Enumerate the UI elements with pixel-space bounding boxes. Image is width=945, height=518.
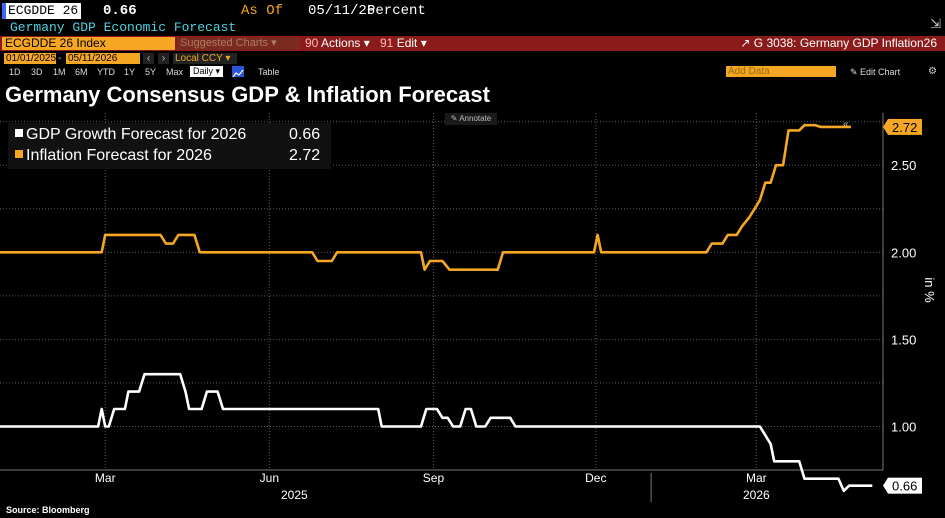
frequency-select[interactable]: Daily ▾: [190, 66, 224, 77]
x-year-label: 2026: [743, 488, 770, 502]
start-date-input[interactable]: 01/01/2025: [4, 53, 57, 64]
collapse-icon[interactable]: ⇲: [930, 16, 941, 31]
external-link-icon[interactable]: ↗: [740, 36, 751, 50]
edit-chart-label: Edit Chart: [860, 67, 901, 77]
prev-period-button[interactable]: ‹: [143, 53, 154, 64]
period-max[interactable]: Max: [166, 67, 184, 77]
chart-id-label: G 3038: Germany GDP Inflation26: [753, 36, 937, 50]
period-3d[interactable]: 3D: [31, 67, 43, 77]
value-tags: 0.66 2.72: [883, 118, 922, 494]
legend-swatch-inflation: [15, 150, 23, 158]
end-date-input[interactable]: 05/11/2026: [66, 53, 140, 64]
gear-icon[interactable]: ⚙: [928, 66, 937, 77]
y-axis-label: in %: [922, 277, 937, 303]
ticker-field[interactable]: ECGDDE 26: [2, 3, 82, 19]
add-data-input[interactable]: Add Data: [726, 66, 836, 77]
source-note: Source: Bloomberg: [6, 505, 90, 515]
x-tick-label: Dec: [585, 471, 606, 485]
legend: GDP Growth Forecast for 2026 0.66 Inflati…: [8, 123, 331, 169]
chart-title-link[interactable]: ↗ G 3038: Germany GDP Inflation26: [740, 37, 937, 50]
x-tick-label: Mar: [95, 471, 116, 485]
period-1d[interactable]: 1D: [9, 67, 21, 77]
period-6m[interactable]: 6M: [75, 67, 88, 77]
collapse-left-icon[interactable]: «: [843, 119, 849, 130]
legend-item-inflation[interactable]: Inflation Forecast for 2026 2.72: [15, 146, 320, 166]
table-button[interactable]: Table: [258, 67, 280, 77]
edit-label: Edit: [396, 36, 418, 50]
currency-select[interactable]: Local CCY ▾: [173, 53, 237, 64]
annotate-label: Annotate: [459, 114, 492, 123]
x-tick-label: Jun: [260, 471, 279, 485]
y-tick-label: 1.00: [891, 419, 916, 434]
as-of-date: 05/11/26: [308, 3, 376, 19]
date-range-separator: -: [58, 53, 62, 64]
inflation-series-line: [0, 123, 851, 272]
line-chart-icon-glyph: [232, 69, 244, 78]
y-tick-label: 2.50: [891, 158, 916, 173]
security-description: Germany GDP Economic Forecast: [10, 20, 237, 35]
last-value-tag-pointer-inflation: [883, 118, 888, 135]
last-value-tag-gdp: [888, 477, 922, 494]
legend-value-inflation: 2.72: [289, 147, 321, 164]
period-5y[interactable]: 5Y: [145, 67, 157, 77]
date-range-bar: 01/01/2025 - 05/11/2026 ‹ › Local CCY ▾ …: [0, 53, 945, 77]
last-value-tag-text-gdp: 0.66: [892, 479, 917, 494]
last-value-tag-inflation: [888, 118, 922, 135]
last-value-tag-pointer-gdp: [883, 477, 888, 494]
series-lines: [0, 123, 873, 493]
legend-label-inflation: Inflation Forecast for 2026: [26, 147, 212, 164]
y-tick-label: 1.50: [891, 332, 916, 347]
edit-button[interactable]: 91 Edit ▾: [380, 36, 427, 50]
edit-chart-button[interactable]: ✎ Edit Chart: [850, 67, 901, 77]
line-chart-icon[interactable]: [232, 66, 244, 78]
legend-swatch-gdp: [15, 129, 23, 137]
as-of-label: As Of: [241, 3, 284, 19]
chart-toolbar: ECGDDE 26 Index Suggested Charts ▾ 90 Ac…: [0, 36, 945, 51]
edit-number: 91: [380, 36, 394, 50]
currency-label: Local CCY: [175, 53, 223, 64]
annotate-button[interactable]: ✎ Annotate: [445, 113, 497, 125]
x-year-label: 2025: [281, 488, 308, 502]
y-tick-label: 2.00: [891, 245, 916, 260]
period-1y[interactable]: 1Y: [124, 67, 136, 77]
period-bar: 1D 3D 1M 6M YTD 1Y 5Y Max Daily ▾ Table …: [0, 66, 945, 130]
next-period-button[interactable]: ›: [158, 53, 169, 64]
legend-item-gdp[interactable]: GDP Growth Forecast for 2026 0.66: [15, 125, 320, 145]
actions-label: Actions: [321, 36, 361, 50]
chart-title: Germany Consensus GDP & Inflation Foreca…: [5, 82, 490, 107]
unit-label: Percent: [367, 3, 426, 19]
x-tick-label: Mar: [746, 471, 767, 485]
suggested-charts-button[interactable]: Suggested Charts ▾: [177, 37, 300, 50]
x-tick-label: Sep: [423, 471, 445, 485]
period-ytd[interactable]: YTD: [97, 67, 115, 77]
axes: 1.00 1.50 2.00 2.50 in % Mar Jun Sep Dec Mar 2025 2…: [0, 113, 937, 502]
period-1m[interactable]: 1M: [53, 67, 66, 77]
actions-number: 90: [305, 36, 319, 50]
suggested-charts-label: Suggested Charts: [180, 37, 269, 49]
last-value: 0.66: [103, 3, 137, 19]
legend-value-gdp: 0.66: [289, 126, 321, 143]
frequency-label: Daily: [193, 66, 214, 76]
legend-label-gdp: GDP Growth Forecast for 2026: [26, 126, 247, 143]
security-header: ECGDDE 26 0.66 As Of 05/11/26 Percent ⇲: [0, 0, 945, 31]
gdp-series-line: [0, 372, 873, 493]
actions-button[interactable]: 90 Actions ▾: [305, 36, 370, 50]
last-value-tag-text-inflation: 2.72: [892, 120, 917, 135]
index-field[interactable]: ECGDDE 26 Index: [2, 37, 175, 50]
